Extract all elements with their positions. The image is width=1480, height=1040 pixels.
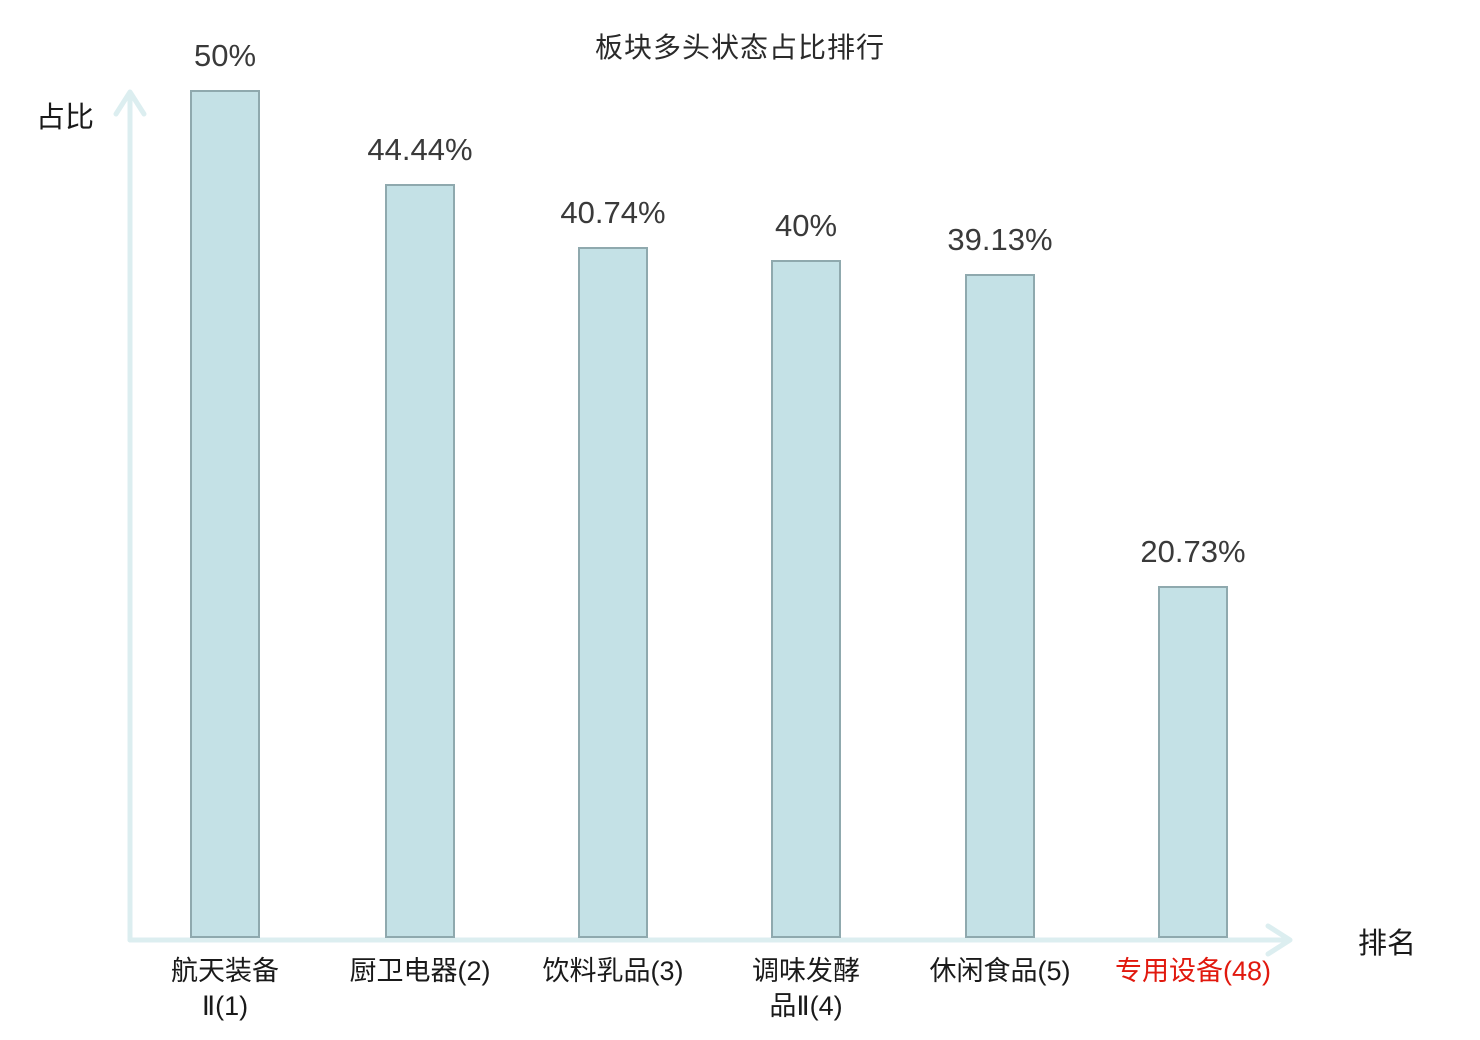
y-axis-arrow-icon bbox=[113, 89, 147, 117]
bar bbox=[1158, 586, 1228, 938]
bar-value-label: 50% bbox=[193, 38, 257, 73]
bar bbox=[578, 247, 648, 938]
bar bbox=[965, 274, 1035, 938]
chart-title: 板块多头状态占比排行 bbox=[594, 32, 885, 63]
bar bbox=[385, 184, 455, 938]
bar-category-label: 调味发酵 品Ⅱ(4) bbox=[752, 956, 860, 1022]
bar-value-label: 40.74% bbox=[560, 195, 666, 230]
bar-category-label: 航天装备 Ⅱ(1) bbox=[171, 956, 279, 1022]
bar-value-label: 39.13% bbox=[947, 222, 1053, 257]
bar-value-label: 44.44% bbox=[367, 132, 473, 167]
bar bbox=[190, 90, 260, 938]
bar bbox=[771, 260, 841, 938]
bar-category-label: 饮料乳品(3) bbox=[542, 956, 684, 986]
bar-value-label: 40% bbox=[774, 208, 838, 243]
y-axis-label: 占比 bbox=[36, 102, 95, 134]
bar-category-label: 厨卫电器(2) bbox=[349, 956, 491, 986]
bar-value-label: 20.73% bbox=[1140, 534, 1246, 569]
x-axis-label: 排名 bbox=[1358, 928, 1417, 960]
x-axis-arrow-icon bbox=[1265, 923, 1293, 957]
bar-category-label: 专用设备(48) bbox=[1114, 956, 1271, 986]
bar-category-label: 休闲食品(5) bbox=[929, 956, 1071, 986]
